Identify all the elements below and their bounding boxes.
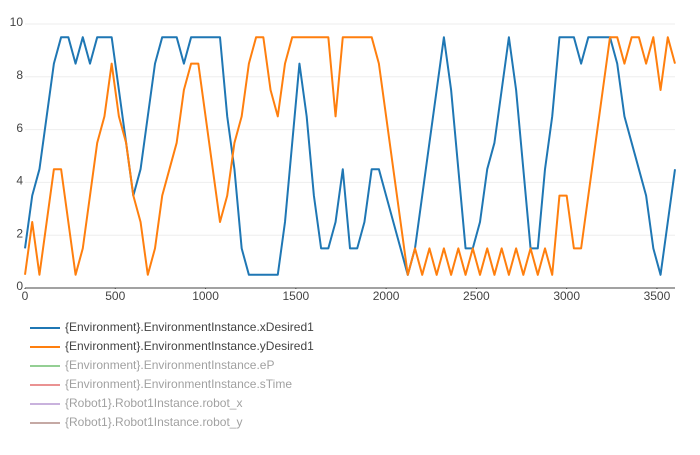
y-tick-label: 6: [16, 121, 23, 135]
legend-label[interactable]: {Environment}.EnvironmentInstance.xDesir…: [65, 320, 314, 334]
series-line: [24, 36, 676, 276]
x-tick-label: 1500: [282, 289, 309, 303]
y-tick-label: 10: [10, 15, 24, 29]
y-tick-label: 0: [16, 279, 23, 293]
x-tick-label: 1000: [192, 289, 219, 303]
legend-label[interactable]: {Robot1}.Robot1Instance.robot_x: [65, 396, 242, 410]
y-tick-label: 2: [16, 226, 23, 240]
legend-label[interactable]: {Environment}.EnvironmentInstance.eP: [65, 358, 274, 372]
x-tick-label: 3000: [553, 289, 580, 303]
legend-label[interactable]: {Robot1}.Robot1Instance.robot_y: [65, 415, 242, 429]
legend-label[interactable]: {Environment}.EnvironmentInstance.yDesir…: [65, 339, 314, 353]
x-tick-label: 2000: [373, 289, 400, 303]
x-tick-label: 500: [105, 289, 125, 303]
series-line: [24, 36, 676, 276]
x-tick-label: 3500: [644, 289, 671, 303]
legend-label[interactable]: {Environment}.EnvironmentInstance.sTime: [65, 377, 292, 391]
x-tick-label: 2500: [463, 289, 490, 303]
y-tick-label: 4: [16, 174, 23, 188]
x-tick-label: 0: [22, 289, 29, 303]
y-tick-label: 8: [16, 68, 23, 82]
